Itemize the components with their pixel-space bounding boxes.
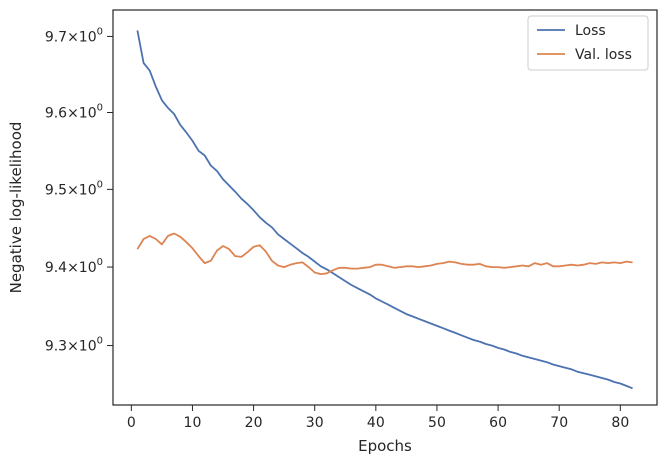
series-line-loss: [136, 30, 633, 390]
y-tick-label: 9.4×100: [45, 257, 103, 276]
legend-label: Val. loss: [575, 47, 632, 63]
y-tick-label: 9.6×100: [45, 103, 103, 122]
x-tick-label: 20: [245, 415, 263, 431]
legend: Loss Val. loss: [527, 15, 649, 71]
series-line-val-loss: [136, 232, 633, 276]
y-tick-label: 9.3×100: [45, 336, 103, 355]
x-tick-label: 70: [550, 415, 568, 431]
x-tick-label: 30: [306, 415, 324, 431]
x-tick-label: 50: [428, 415, 446, 431]
x-tick-label: 10: [184, 415, 202, 431]
x-axis: 0 10 20 30 40 50 60 70 80: [127, 405, 629, 431]
x-axis-label: Epochs: [358, 437, 412, 455]
y-axis-label: Negative log-likelihood: [7, 122, 25, 294]
x-tick-label: 0: [127, 415, 136, 431]
plot-frame: [112, 9, 658, 406]
x-tick-label: 80: [611, 415, 629, 431]
legend-label: Loss: [575, 23, 606, 39]
y-axis: 9.3×100 9.4×100 9.5×100 9.6×100 9.7×100: [45, 26, 113, 355]
y-tick-label: 9.7×100: [45, 26, 103, 45]
x-tick-label: 40: [367, 415, 385, 431]
y-tick-label: 9.5×100: [45, 179, 103, 198]
x-tick-label: 60: [489, 415, 507, 431]
plot-area: [112, 9, 658, 406]
